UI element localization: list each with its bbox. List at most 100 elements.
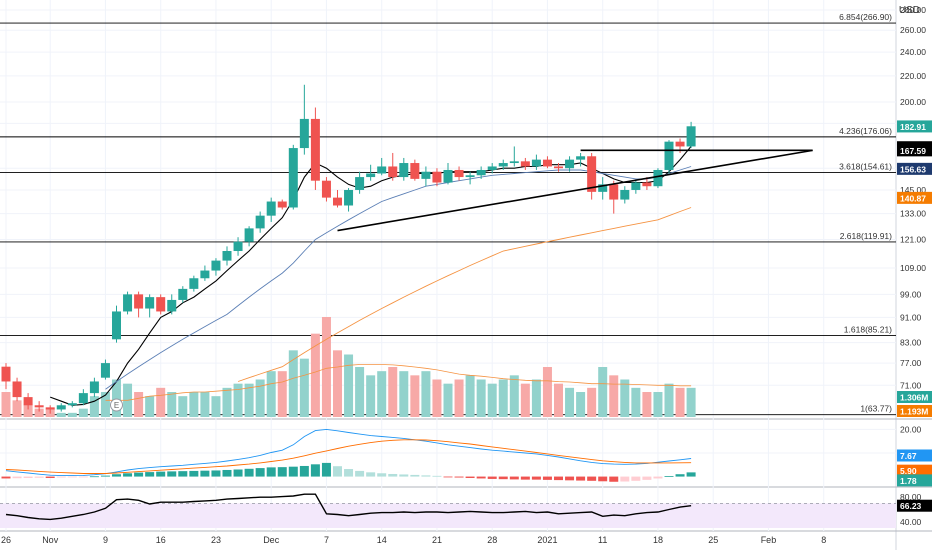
volume-bar <box>476 379 486 417</box>
volume-badge: 1.193M <box>897 405 932 417</box>
volume-bar <box>299 358 309 417</box>
candle-body <box>78 393 88 404</box>
candle-body <box>620 189 630 200</box>
histogram-badge-bg <box>897 474 932 487</box>
price-badge-bg <box>897 191 932 204</box>
candle-body <box>112 311 121 340</box>
macd-histogram-bar <box>299 465 309 477</box>
candle <box>542 156 552 169</box>
candle <box>34 401 44 412</box>
candle <box>498 159 508 170</box>
macd-histogram-bar <box>134 472 144 477</box>
trendlines-layer: E <box>110 149 813 412</box>
volume-bar <box>388 367 398 417</box>
macd-histogram-bar <box>509 476 519 480</box>
candle <box>277 199 287 210</box>
fib-level-label: 3.618(154.61) <box>839 161 892 171</box>
price-tick-label: 77.00 <box>900 358 922 368</box>
macd-histogram-bar <box>244 468 254 477</box>
macd-histogram-bar <box>542 476 552 480</box>
candle-body <box>222 251 232 261</box>
candle-body <box>576 156 586 160</box>
macd-badge-bg <box>897 449 932 462</box>
candle-body <box>244 228 254 242</box>
macd-badge: 7.67 <box>897 449 932 462</box>
macd-histogram-bar <box>576 476 586 481</box>
fib-level-label: 1.618(85.21) <box>844 324 892 334</box>
signal-badge: 5.90 <box>897 464 932 477</box>
macd-histogram-bar <box>520 476 530 480</box>
price-badge-text: 182.91 <box>900 122 926 132</box>
price-badge: 140.87 <box>897 191 932 204</box>
volume-bar <box>432 379 442 417</box>
volume-bar <box>542 367 552 417</box>
macd-histogram-bar <box>487 476 497 479</box>
time-tick-label: 25 <box>708 535 718 545</box>
candle-body <box>34 405 44 408</box>
macd-histogram-bar <box>399 474 409 477</box>
rsi-band <box>0 503 896 528</box>
time-tick-label: 8 <box>821 535 826 545</box>
macd-histogram-bar <box>23 476 33 478</box>
candle <box>333 189 342 208</box>
rsi-badge-text: 66.23 <box>900 501 922 511</box>
macd-histogram-bar <box>288 466 298 477</box>
candle-body <box>587 156 597 192</box>
macd-histogram-bar <box>123 473 133 477</box>
volume-bar <box>421 371 431 417</box>
candle-body <box>454 169 464 178</box>
candle <box>200 265 210 281</box>
volume-bar <box>277 371 287 417</box>
candle-body <box>211 260 221 271</box>
volume-bar <box>598 367 608 417</box>
candle <box>189 275 199 292</box>
candle <box>565 156 575 172</box>
macd-histogram-bar <box>388 473 398 477</box>
macd-histogram-bar <box>675 474 685 477</box>
volume-bar <box>531 379 541 417</box>
candle <box>377 157 387 176</box>
volume-bar <box>454 379 464 417</box>
rsi-tick-label: 40.00 <box>900 517 922 527</box>
price-tick-label: 71.00 <box>900 380 922 390</box>
macd-histogram-bar <box>266 467 276 477</box>
volume-bar <box>587 387 597 417</box>
time-axis[interactable]: 26 Nov 9 16 23 Dec 7 14 21 28 2021 11 18 25 Feb 8 <box>1 535 826 545</box>
time-tick-label: 16 <box>156 535 166 545</box>
candle-body <box>565 159 575 169</box>
price-tick-label: 280.00 <box>900 5 926 15</box>
candle-body <box>410 163 420 179</box>
macd-histogram-bar <box>78 476 88 478</box>
macd-histogram-bar <box>531 476 541 480</box>
earnings-marker-label: E <box>114 401 119 410</box>
candle <box>686 121 696 149</box>
volume-bar <box>664 383 674 417</box>
macd-histogram-bar <box>565 476 575 481</box>
volume-bar <box>244 383 254 417</box>
candle-body <box>123 294 133 312</box>
candle-body <box>476 169 486 176</box>
candle-body <box>56 405 66 410</box>
candles-layer <box>1 84 696 414</box>
price-tick-label: 133.00 <box>900 209 926 219</box>
candle <box>509 146 519 167</box>
volume-bar <box>344 354 354 417</box>
macd-tick-label: 20.00 <box>900 424 922 434</box>
volume-bar <box>56 412 66 417</box>
volume-bar <box>366 375 376 417</box>
volume-bar <box>266 371 276 417</box>
macd-histogram-bar <box>112 474 121 477</box>
earnings-marker: E <box>110 398 123 412</box>
rsi-badge: 66.23 <box>897 499 932 512</box>
candle <box>244 226 254 247</box>
candle-body <box>178 288 188 300</box>
candle-body <box>598 184 608 192</box>
rsi-tick-label: 80.00 <box>900 492 922 502</box>
volume-bar <box>156 387 166 417</box>
candle-body <box>299 118 309 149</box>
time-tick-label: 23 <box>211 535 221 545</box>
price-axis[interactable]: USD 280.00260.00240.00220.00200.00185.00… <box>897 5 932 512</box>
macd-histogram-bar <box>1 476 11 479</box>
candle <box>554 163 563 172</box>
